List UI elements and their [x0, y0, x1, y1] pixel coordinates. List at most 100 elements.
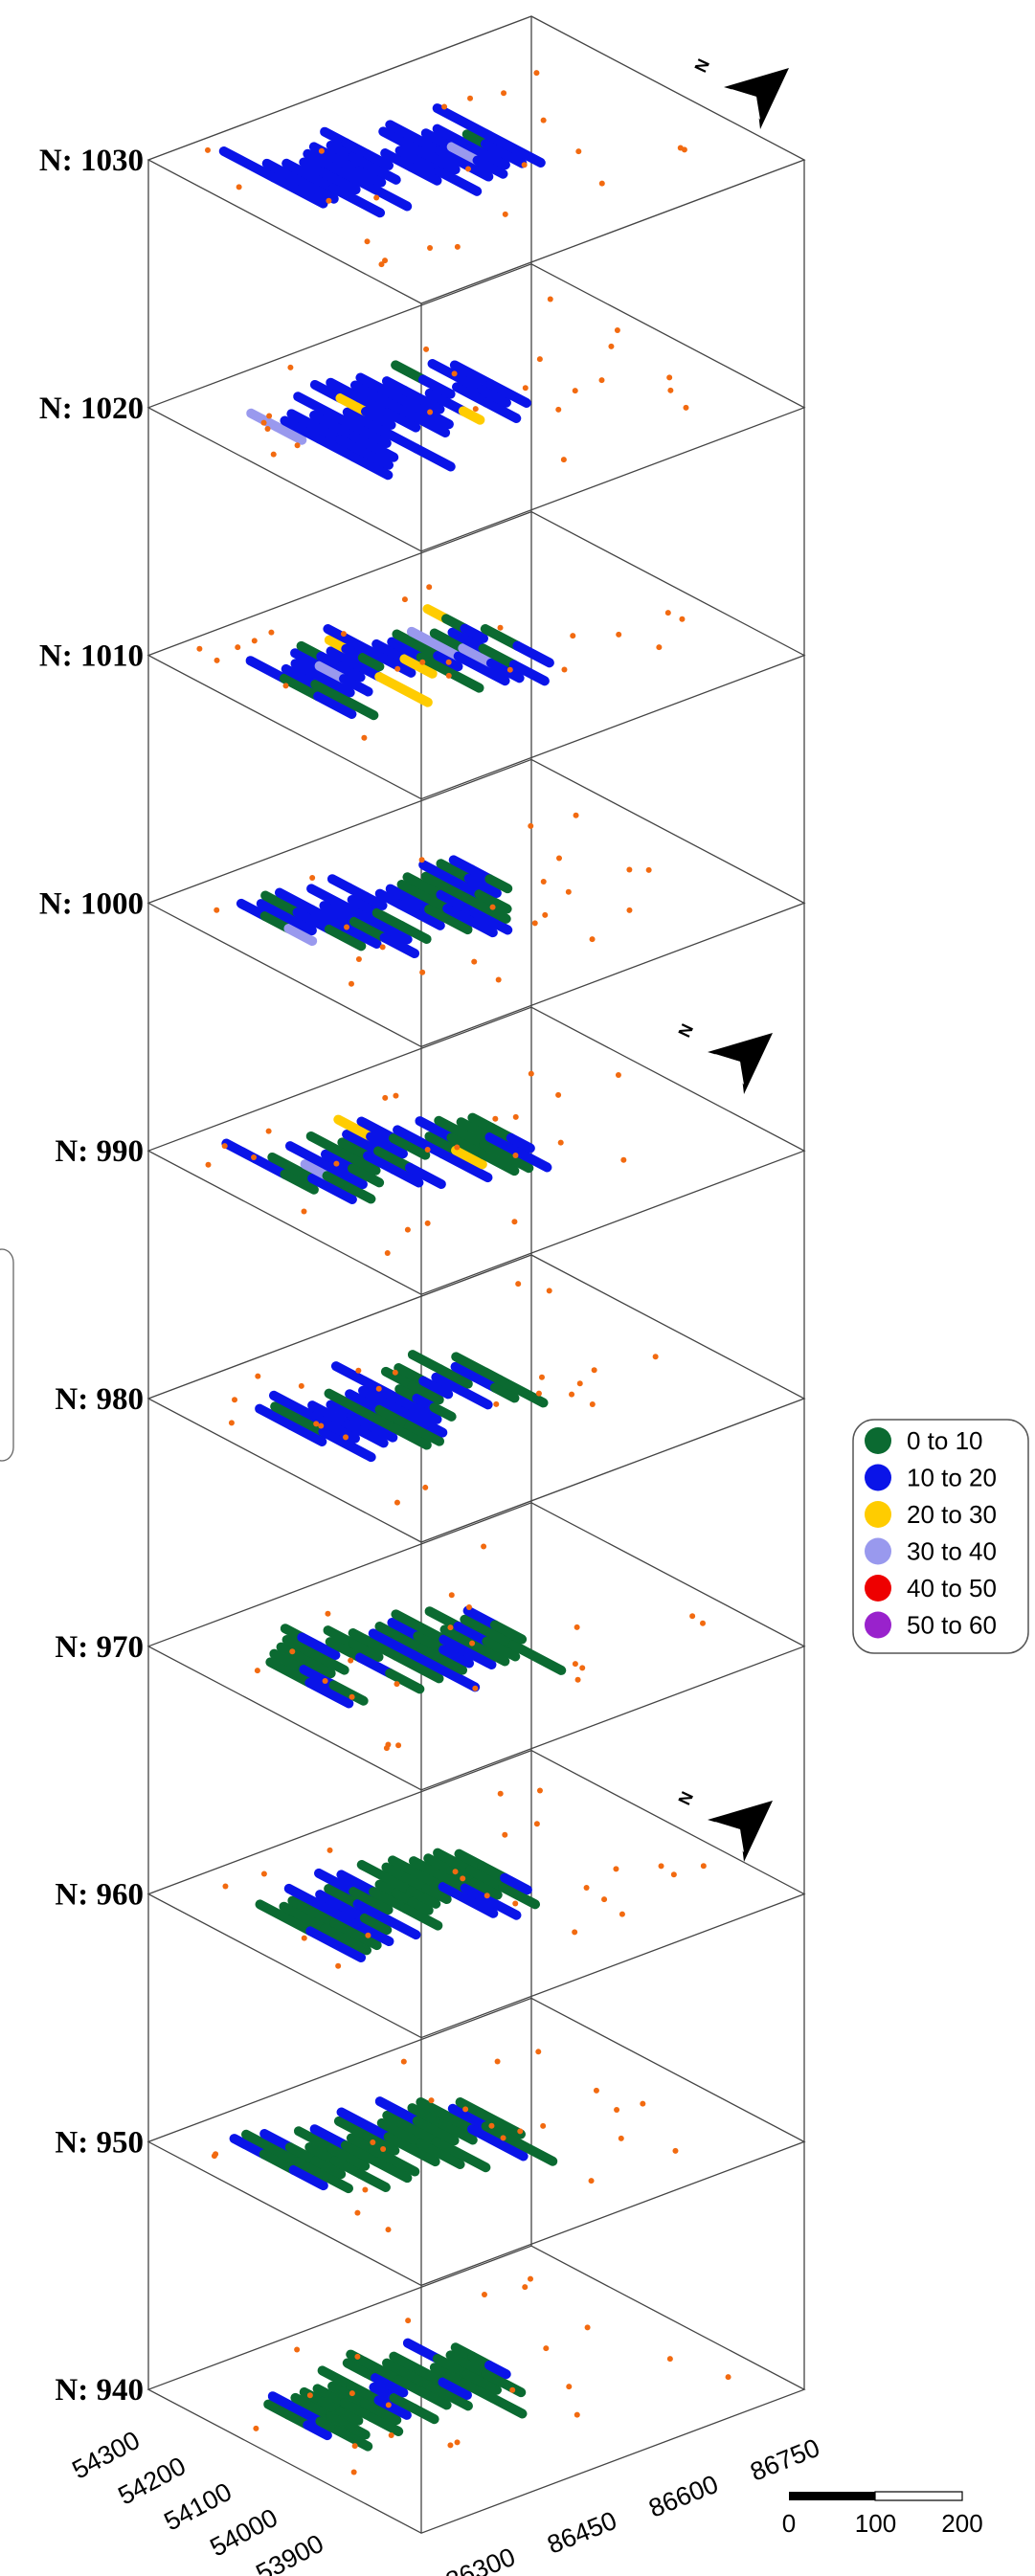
- legend-swatch: [865, 1537, 891, 1565]
- drill-hole: [462, 2106, 469, 2113]
- level-label: N: 980: [55, 1382, 144, 1417]
- grade-block: [374, 2096, 422, 2126]
- drill-hole: [260, 419, 267, 426]
- scale-label: 200: [941, 2509, 982, 2538]
- grade-block: [349, 1887, 394, 1915]
- grade-block: [339, 2398, 376, 2423]
- grade-block: [480, 624, 523, 651]
- drill-hole: [546, 1288, 552, 1294]
- scale-label: 100: [855, 2509, 896, 2538]
- drill-hole: [536, 1787, 543, 1794]
- drill-hole: [502, 1831, 508, 1838]
- slice-plane: [146, 2245, 806, 2534]
- grade-block: [303, 2420, 332, 2441]
- grade-block: [349, 452, 394, 481]
- grade-block: [281, 663, 321, 690]
- grade-block: [424, 1131, 461, 1155]
- drill-hole: [393, 1092, 399, 1099]
- drill-hole: [325, 1610, 331, 1617]
- grade-block: [279, 1901, 330, 1934]
- grade-block: [420, 128, 457, 152]
- drill-hole: [232, 1397, 238, 1403]
- grade-block: [325, 1637, 365, 1663]
- drill-hole: [572, 1661, 578, 1668]
- grade-block: [424, 904, 473, 935]
- grade-block: [446, 142, 483, 166]
- grade-block: [374, 671, 433, 707]
- grade-block: [326, 678, 355, 698]
- drill-hole: [385, 2402, 392, 2408]
- grade-block: [373, 2395, 412, 2420]
- grade-block: [309, 379, 346, 403]
- drill-hole: [584, 2324, 591, 2331]
- grade-block: [465, 1865, 508, 1893]
- grade-block: [388, 1133, 431, 1160]
- drill-hole: [362, 2186, 369, 2193]
- grade-block: [439, 1645, 475, 1669]
- grade-block: [499, 148, 528, 168]
- grade-block: [338, 1148, 381, 1176]
- grade-block: [255, 1899, 316, 1937]
- drill-hole: [350, 2469, 357, 2475]
- drill-hole: [326, 197, 332, 204]
- grade-block: [280, 415, 325, 444]
- grade-block: [484, 1131, 524, 1157]
- grade-block: [457, 1386, 493, 1410]
- legend-label: 20 to 30: [907, 1500, 997, 1529]
- drill-hole: [593, 2087, 599, 2094]
- grade-block: [370, 163, 401, 185]
- grade-block: [379, 932, 420, 959]
- grade-block: [449, 360, 496, 390]
- drill-hole: [540, 2122, 547, 2129]
- grade-block: [335, 435, 394, 470]
- drill-hole: [565, 888, 572, 895]
- grade-block: [421, 1883, 452, 1905]
- drill-hole: [576, 1380, 583, 1387]
- grade-block: [324, 1388, 383, 1424]
- drill-hole: [343, 1434, 349, 1441]
- drill-hole: [574, 1676, 581, 1683]
- grade-block: [461, 2369, 502, 2395]
- drill-hole: [355, 955, 362, 962]
- grade-block: [402, 2338, 442, 2364]
- north-arrow: N: [674, 1020, 773, 1094]
- grade-block: [409, 2404, 439, 2425]
- grade-blocks: [222, 1787, 707, 1969]
- grade-block: [411, 443, 456, 472]
- grade-block: [344, 1182, 376, 1204]
- side-panel: [0, 1248, 14, 1462]
- drill-hole: [472, 1685, 479, 1691]
- grade-block: [340, 2140, 382, 2167]
- drill-hole: [254, 1668, 260, 1674]
- drill-hole: [378, 261, 385, 268]
- drill-hole: [313, 1421, 320, 1427]
- grade-block: [327, 2381, 370, 2408]
- grade-block: [382, 407, 421, 433]
- drill-hole: [613, 1866, 619, 1872]
- drill-hole: [382, 258, 389, 264]
- grade-block: [362, 2131, 400, 2156]
- drill-hole: [379, 944, 386, 951]
- grade-block: [288, 2164, 328, 2191]
- grade-block: [407, 2103, 448, 2129]
- grade-block: [335, 167, 379, 194]
- drill-hole: [579, 1665, 586, 1671]
- drill-hole: [528, 1070, 534, 1077]
- drill-hole: [348, 980, 354, 987]
- drill-hole: [405, 2318, 412, 2324]
- drill-hole: [588, 2178, 595, 2184]
- grade-block: [429, 1402, 457, 1422]
- grade-block: [434, 1115, 489, 1150]
- drill-hole: [689, 1613, 696, 1620]
- grade-block: [396, 879, 453, 914]
- drill-hole: [589, 1400, 596, 1407]
- drill-hole: [515, 1281, 522, 1288]
- slice-plane: [146, 758, 806, 1048]
- grade-block: [336, 2107, 394, 2142]
- grade-block: [432, 2354, 472, 2380]
- drill-hole: [211, 2153, 217, 2160]
- grade-block: [271, 421, 307, 445]
- grade-blocks: [196, 584, 686, 741]
- grade-block: [396, 921, 432, 944]
